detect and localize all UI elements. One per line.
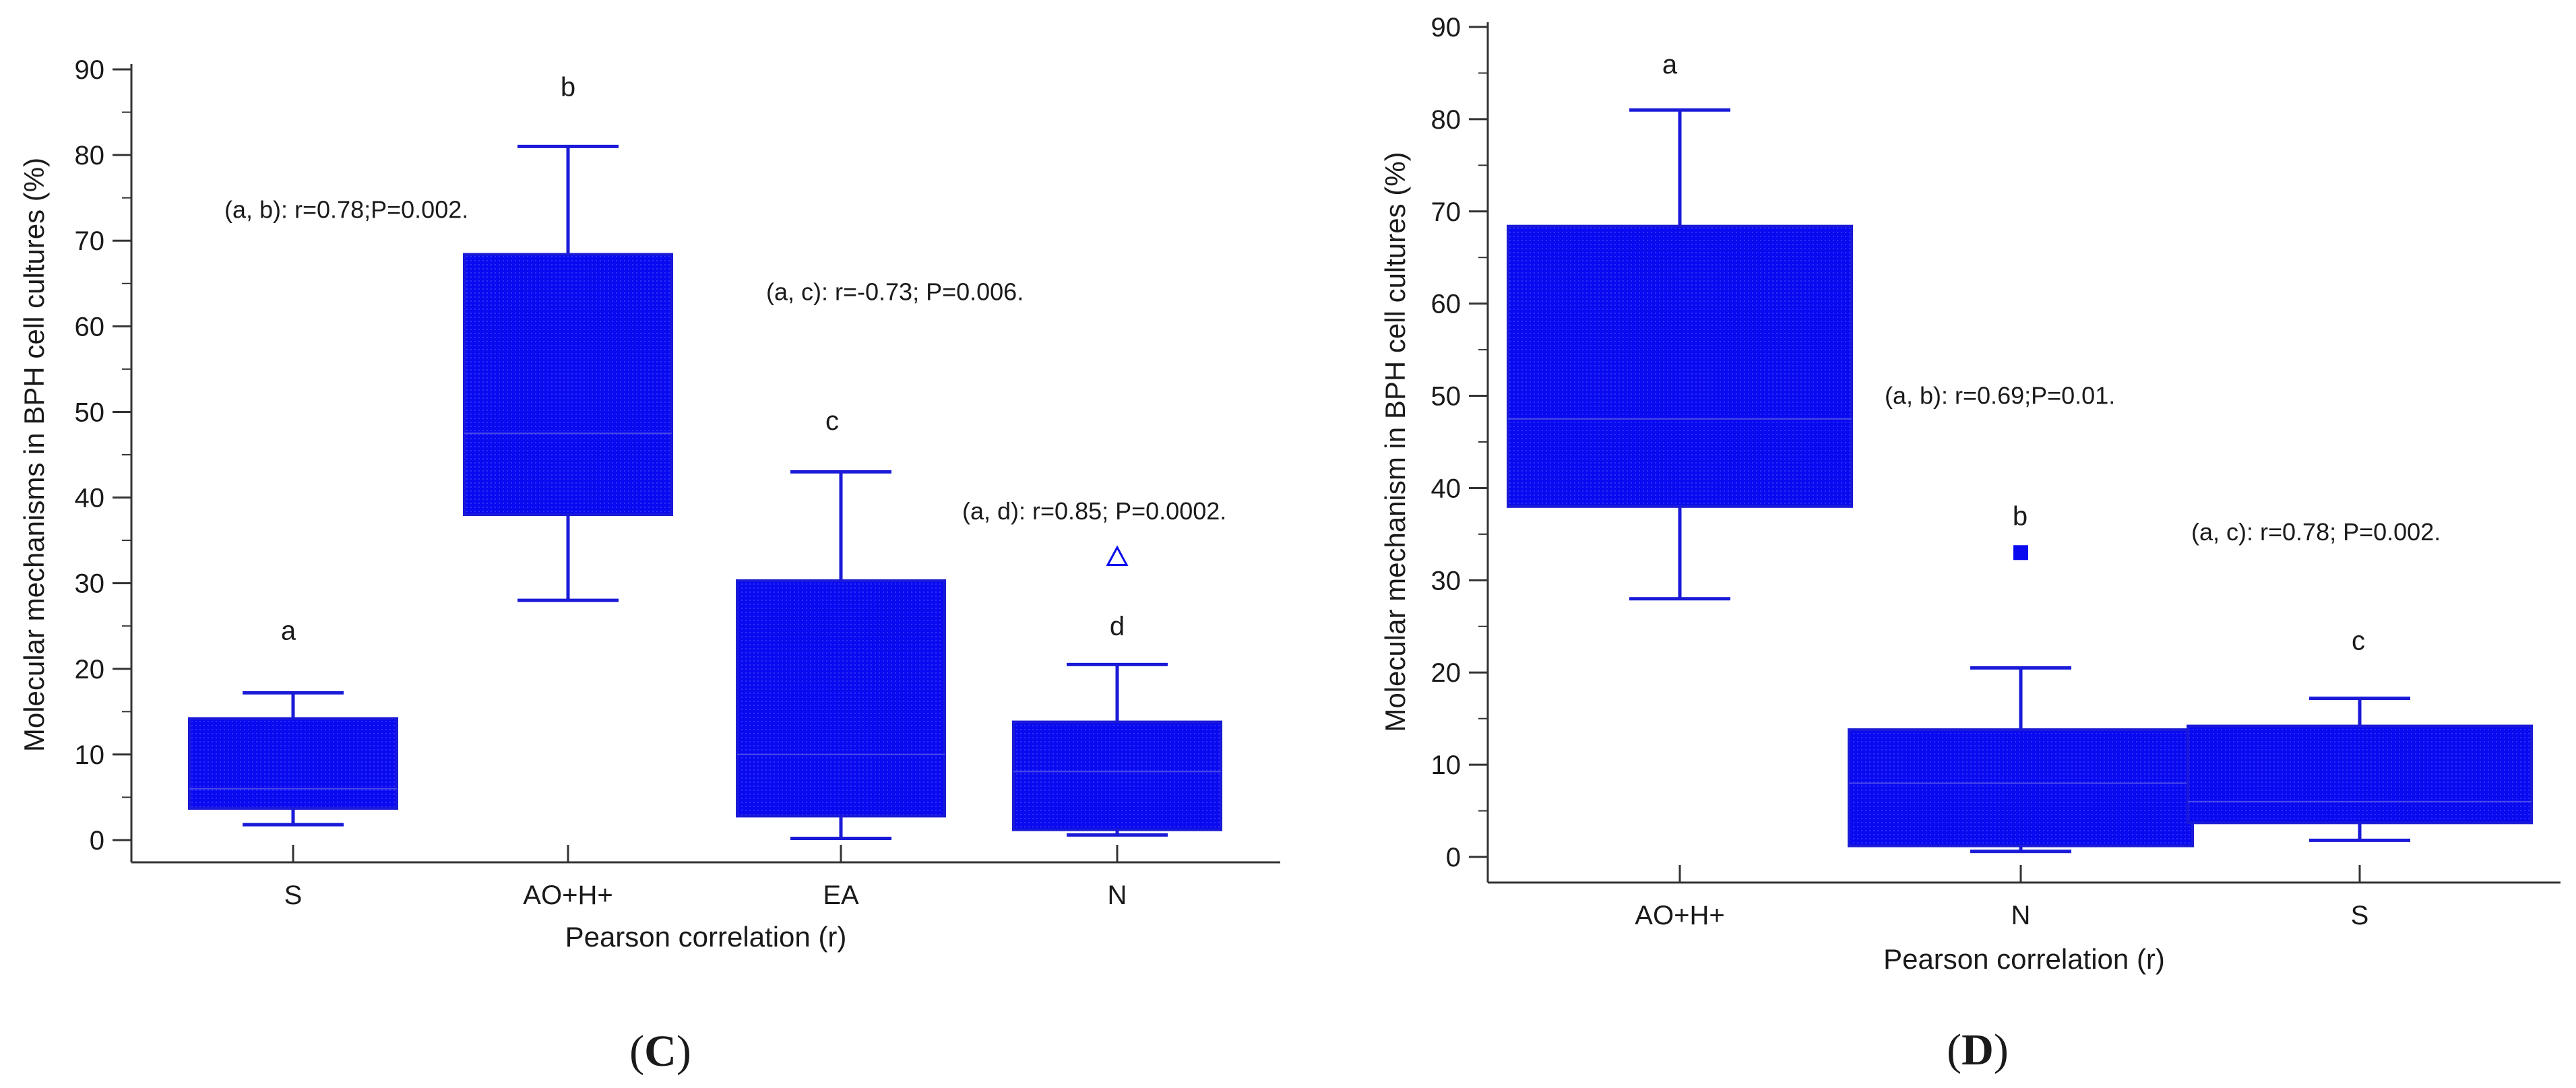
box-iqr [1012, 720, 1222, 831]
x-tick-label: AO+H+ [523, 881, 612, 910]
box-ea [736, 470, 946, 840]
group-letter: c [825, 406, 839, 436]
y-tick-label: 70 [1431, 197, 1462, 227]
group-letter: c [2352, 626, 2365, 655]
group-letter: a [1662, 50, 1678, 79]
box-iqr [463, 253, 673, 516]
x-tick-label: AO+H+ [1635, 901, 1724, 930]
y-tick-label: 20 [75, 655, 105, 684]
y-tick-label: 20 [1431, 658, 1462, 688]
box-n [1848, 545, 2194, 854]
panel-label: (D) [1947, 1025, 2009, 1075]
y-tick-label: 70 [75, 226, 105, 256]
x-axis-title: Pearson correlation (r) [1883, 943, 2165, 975]
correlation-annotation: (a, c): r=0.78; P=0.002. [2191, 518, 2441, 546]
x-axis-title: Pearson correlation (r) [565, 921, 847, 953]
box-s [2187, 697, 2533, 842]
y-tick-label: 60 [1431, 290, 1462, 319]
y-tick-label: 60 [75, 312, 105, 342]
y-tick-label: 0 [90, 826, 104, 856]
y-tick-label: 90 [75, 55, 105, 85]
box-ao-h- [463, 144, 673, 602]
panel-label: (C) [629, 1027, 691, 1076]
correlation-annotation: (a, c): r=-0.73; P=0.006. [766, 278, 1024, 305]
y-tick-label: 0 [1446, 843, 1461, 872]
y-tick-label: 80 [1431, 105, 1462, 135]
outlier-marker [2013, 545, 2028, 561]
box-n [1012, 545, 1222, 837]
group-letter: a [281, 616, 296, 646]
box-iqr [1848, 728, 2194, 847]
box-iqr [188, 717, 398, 810]
panel-d-chart: 0 10 20 30 40 50 60 70 80 90 Molecular mechanism i… [1379, 13, 2561, 1075]
y-tick-label: 80 [75, 141, 105, 170]
box-ao-h- [1507, 108, 1853, 601]
box-iqr [736, 579, 946, 818]
y-tick-label: 10 [75, 740, 105, 770]
y-tick-label: 50 [1431, 382, 1462, 412]
x-tick-label: N [2011, 901, 2031, 930]
box-iqr [2187, 724, 2533, 825]
box-s [188, 691, 398, 827]
x-tick-label: S [2351, 901, 2369, 930]
y-tick-label: 90 [1431, 13, 1462, 42]
y-tick-label: 10 [1431, 750, 1462, 780]
y-tick-label: 30 [75, 569, 105, 599]
y-axis-title: Molecular mechanism in BPH cell cultures… [1379, 152, 1411, 732]
y-tick-label: 50 [75, 397, 105, 427]
x-tick-label: S [284, 881, 303, 910]
correlation-annotation: (a, d): r=0.85; P=0.0002. [962, 497, 1226, 525]
y-axis-title: Molecular mechanisms in BPH cell culture… [18, 158, 50, 752]
y-tick-label: 40 [1431, 474, 1462, 503]
y-tick-label: 40 [75, 484, 105, 513]
correlation-annotation: (a, b): r=0.78;P=0.002. [224, 195, 468, 223]
group-letter: b [2013, 502, 2028, 532]
y-tick-label: 30 [1431, 566, 1462, 596]
box-iqr [1507, 224, 1853, 508]
correlation-annotation: (a, b): r=0.69;P=0.01. [1885, 382, 2115, 410]
group-letter: b [561, 72, 575, 102]
outlier-marker [1106, 545, 1129, 567]
group-letter: d [1110, 612, 1125, 641]
x-tick-label: N [1108, 881, 1127, 910]
x-tick-label: EA [823, 881, 859, 910]
panel-c-chart: 0 10 20 30 40 50 60 70 80 90 Molecular mechanisms … [18, 55, 1280, 1076]
